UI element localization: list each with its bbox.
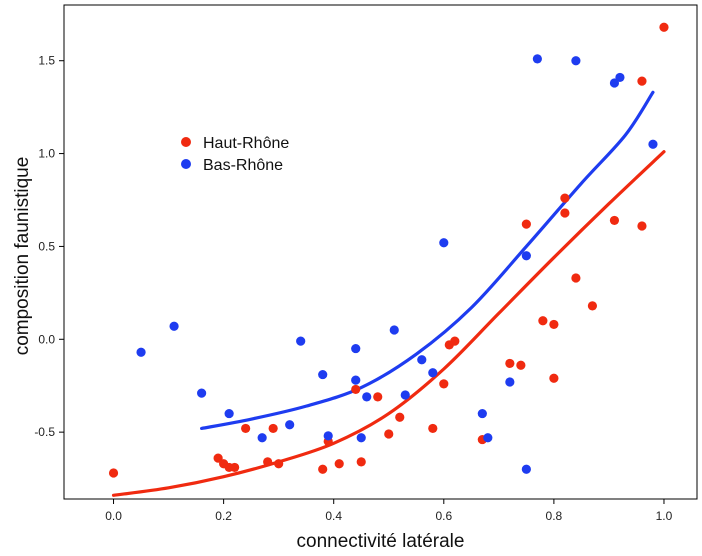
y-tick-label: 0.5	[38, 239, 55, 253]
data-point	[428, 423, 438, 434]
data-point	[571, 273, 581, 283]
x-tick-label: 0.2	[215, 509, 232, 523]
data-point	[521, 464, 531, 474]
data-point	[483, 433, 493, 443]
y-axis-title: composition faunistique	[12, 157, 33, 356]
fit-curves	[111, 90, 666, 497]
x-tick-label: 0.0	[105, 509, 122, 523]
data-point	[571, 56, 581, 66]
data-point	[428, 368, 438, 378]
data-point	[395, 412, 405, 422]
y-tick-label: 1.5	[38, 54, 55, 68]
data-point	[609, 215, 620, 226]
data-point	[241, 423, 251, 434]
legend-marker	[181, 137, 191, 147]
data-point	[532, 54, 542, 64]
data-point	[230, 462, 240, 473]
data-point	[439, 238, 449, 248]
data-point	[373, 392, 383, 402]
legend-label: Bas-Rhône	[203, 157, 283, 174]
data-point	[659, 22, 669, 32]
data-point	[318, 464, 328, 474]
x-tick-label: 1.0	[656, 509, 673, 523]
data-point	[268, 423, 278, 434]
data-point	[521, 251, 531, 261]
data-point	[450, 336, 460, 346]
legend-label: Haut-Rhône	[203, 135, 289, 152]
x-tick-label: 0.4	[325, 509, 342, 523]
data-point	[389, 325, 399, 335]
data-point	[351, 343, 361, 354]
data-point	[521, 219, 531, 229]
data-point	[356, 457, 366, 467]
data-point	[477, 408, 487, 419]
x-tick-label: 0.6	[435, 509, 452, 523]
data-point	[560, 208, 570, 218]
data-point	[362, 392, 372, 402]
x-tick-label: 0.8	[546, 509, 563, 523]
data-point	[516, 360, 526, 370]
data-point	[549, 319, 559, 330]
x-axis-title: connectivité latérale	[297, 531, 465, 552]
data-point	[560, 193, 570, 203]
data-point	[197, 388, 207, 398]
data-points	[108, 22, 669, 478]
data-point	[351, 375, 361, 385]
data-point	[296, 336, 306, 346]
data-point	[439, 379, 449, 389]
y-tick-label: 1.0	[38, 147, 55, 161]
data-point	[648, 139, 658, 149]
data-point	[334, 459, 344, 469]
legend: Haut-Rhône Bas-Rhône	[181, 135, 289, 174]
data-point	[549, 373, 559, 383]
legend-marker	[181, 159, 191, 169]
data-point	[505, 377, 515, 387]
fit-curve	[200, 90, 655, 431]
y-tick-label: 0.0	[38, 332, 55, 346]
data-point	[318, 369, 328, 380]
plot-frame	[63, 4, 698, 500]
data-point	[136, 347, 146, 357]
data-point	[169, 321, 179, 331]
data-point	[384, 429, 394, 439]
data-point	[351, 384, 361, 395]
data-point	[637, 221, 647, 231]
fit-curve	[111, 150, 666, 497]
data-point	[108, 468, 119, 478]
data-point	[274, 459, 284, 469]
data-point	[356, 433, 366, 443]
data-point	[263, 457, 273, 467]
data-point	[538, 316, 548, 326]
data-point	[257, 433, 267, 443]
data-point	[587, 301, 598, 311]
data-point	[400, 390, 410, 400]
data-point	[285, 420, 295, 430]
y-tick-label: -0.5	[34, 425, 55, 439]
data-point	[637, 76, 647, 86]
axes: 0.0 0.2 0.4 0.6 0.8 1.0 -0.5 0.0 0.5 1.0 1.5	[34, 4, 698, 523]
data-point	[505, 358, 515, 369]
data-point	[417, 355, 427, 365]
data-point	[323, 431, 333, 441]
data-point	[615, 72, 625, 83]
data-point	[224, 408, 234, 419]
